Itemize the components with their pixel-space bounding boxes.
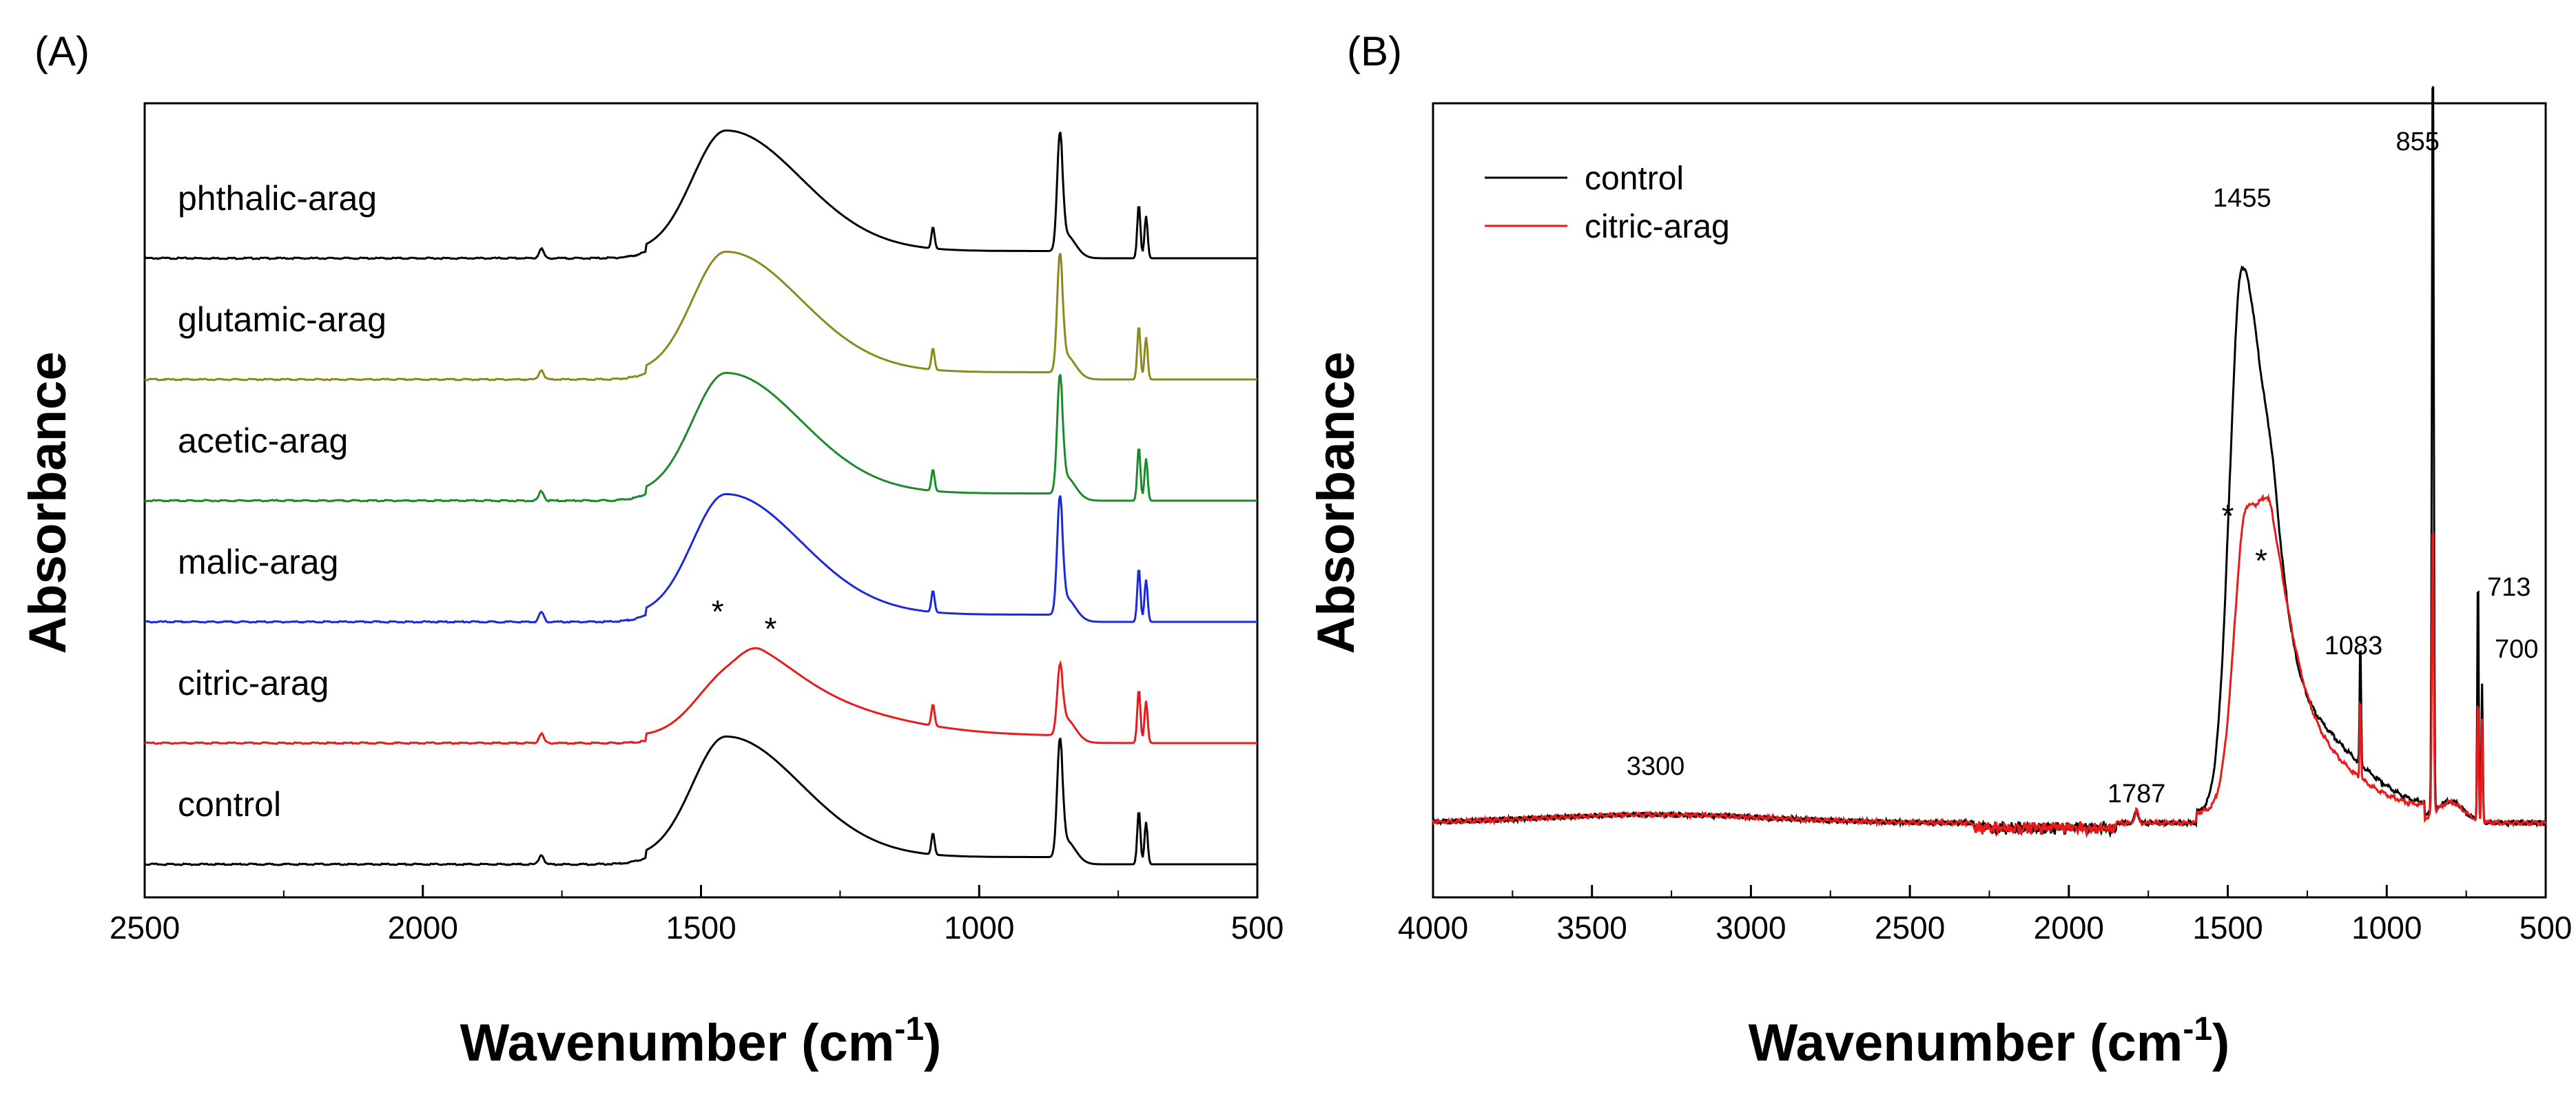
series-line-acetic-arag [143, 372, 1257, 503]
panel-b-label: (B) [1347, 28, 1402, 74]
x-tick-label-2000: 2000 [2034, 910, 2104, 946]
annotation-star: * [712, 594, 724, 629]
legend-label-citric-arag: citric-arag [1585, 209, 1730, 245]
x-tick-label-3500: 3500 [1557, 910, 1627, 946]
panel-b: (B) control citric-arag 3300 1787 1455 1083… [1307, 28, 2572, 1072]
panel-b-annotations: ** [2222, 498, 2267, 578]
panel-a-series-labels: phthalic-arag glutamic-arag acetic-arag mal… [178, 179, 387, 824]
panel-a-x-title-close: ) [924, 1014, 941, 1072]
series-line-control [1432, 86, 2547, 839]
peak-label-1083: 1083 [2325, 632, 2383, 660]
panel-a-series [143, 129, 1257, 866]
panel-a-annotations: * * [712, 594, 777, 647]
series-line-glutamic-arag [144, 251, 1257, 382]
panel-b-x-axis-title: Wavenumber (cm-1) [1749, 1011, 2230, 1072]
panel-b-y-axis-title: Absorbance [1307, 351, 1366, 654]
peak-label-1455: 1455 [2213, 184, 2271, 213]
series-label-citric-arag: citric-arag [178, 664, 329, 702]
annotation-star: * [2255, 543, 2267, 578]
panel-a: (A) phthalic-arag glutamic-arag acetic-ara… [19, 28, 1284, 1072]
panel-b-x-title-close: ) [2212, 1014, 2229, 1072]
series-line-citric-arag [1432, 493, 2547, 839]
x-tick-label-1000: 1000 [2351, 910, 2422, 946]
series-label-control: control [178, 785, 281, 824]
annotation-star: * [764, 611, 776, 647]
peak-label-713: 713 [2487, 573, 2531, 602]
series-line-citric-arag [143, 647, 1257, 745]
panel-b-x-title-main: Wavenumber (cm [1749, 1014, 2183, 1072]
panel-a-label: (A) [34, 28, 90, 74]
x-tick-label-1500: 1500 [2192, 910, 2263, 946]
legend-label-control: control [1585, 160, 1684, 197]
series-label-acetic-arag: acetic-arag [178, 421, 348, 460]
panel-b-legend: control citric-arag [1485, 160, 1730, 245]
x-tick-label-500: 500 [1231, 910, 1284, 946]
x-tick-label-2500: 2500 [110, 910, 180, 946]
x-tick-label-2500: 2500 [1875, 910, 1945, 946]
x-tick-label-1500: 1500 [666, 910, 736, 946]
panel-a-x-title-main: Wavenumber (cm [460, 1014, 895, 1072]
peak-label-855: 855 [2395, 127, 2439, 156]
series-label-glutamic-arag: glutamic-arag [178, 300, 387, 339]
peak-label-3300: 3300 [1627, 752, 1685, 781]
panel-a-x-title-sup: -1 [894, 1011, 924, 1047]
peak-label-1787: 1787 [2108, 780, 2166, 809]
panel-b-x-title-sup: -1 [2183, 1011, 2212, 1047]
panel-b-peak-labels: 3300 1787 1455 1083 855 713 700 [1627, 127, 2539, 809]
panel-b-x-ticks: 4000 3500 3000 2500 2000 1500 1000 500 [1398, 885, 2573, 946]
peak-label-700: 700 [2495, 635, 2538, 664]
series-label-phthalic-arag: phthalic-arag [178, 179, 377, 218]
series-line-control [145, 736, 1257, 866]
series-line-phthalic-arag [144, 129, 1257, 260]
x-tick-label-500: 500 [2520, 910, 2573, 946]
x-tick-label-1000: 1000 [944, 910, 1014, 946]
series-label-malic-arag: malic-arag [178, 543, 338, 581]
series-line-malic-arag [144, 493, 1257, 624]
x-tick-label-3000: 3000 [1715, 910, 1786, 946]
panel-a-x-axis-title: Wavenumber (cm-1) [460, 1011, 942, 1072]
annotation-star: * [2222, 498, 2234, 534]
x-tick-label-2000: 2000 [388, 910, 458, 946]
x-tick-label-4000: 4000 [1398, 910, 1468, 946]
panel-a-x-ticks: 2500 2000 1500 1000 500 [110, 885, 1284, 946]
panel-a-y-axis-title: Absorbance [19, 351, 77, 654]
panel-b-series [1432, 86, 2547, 839]
